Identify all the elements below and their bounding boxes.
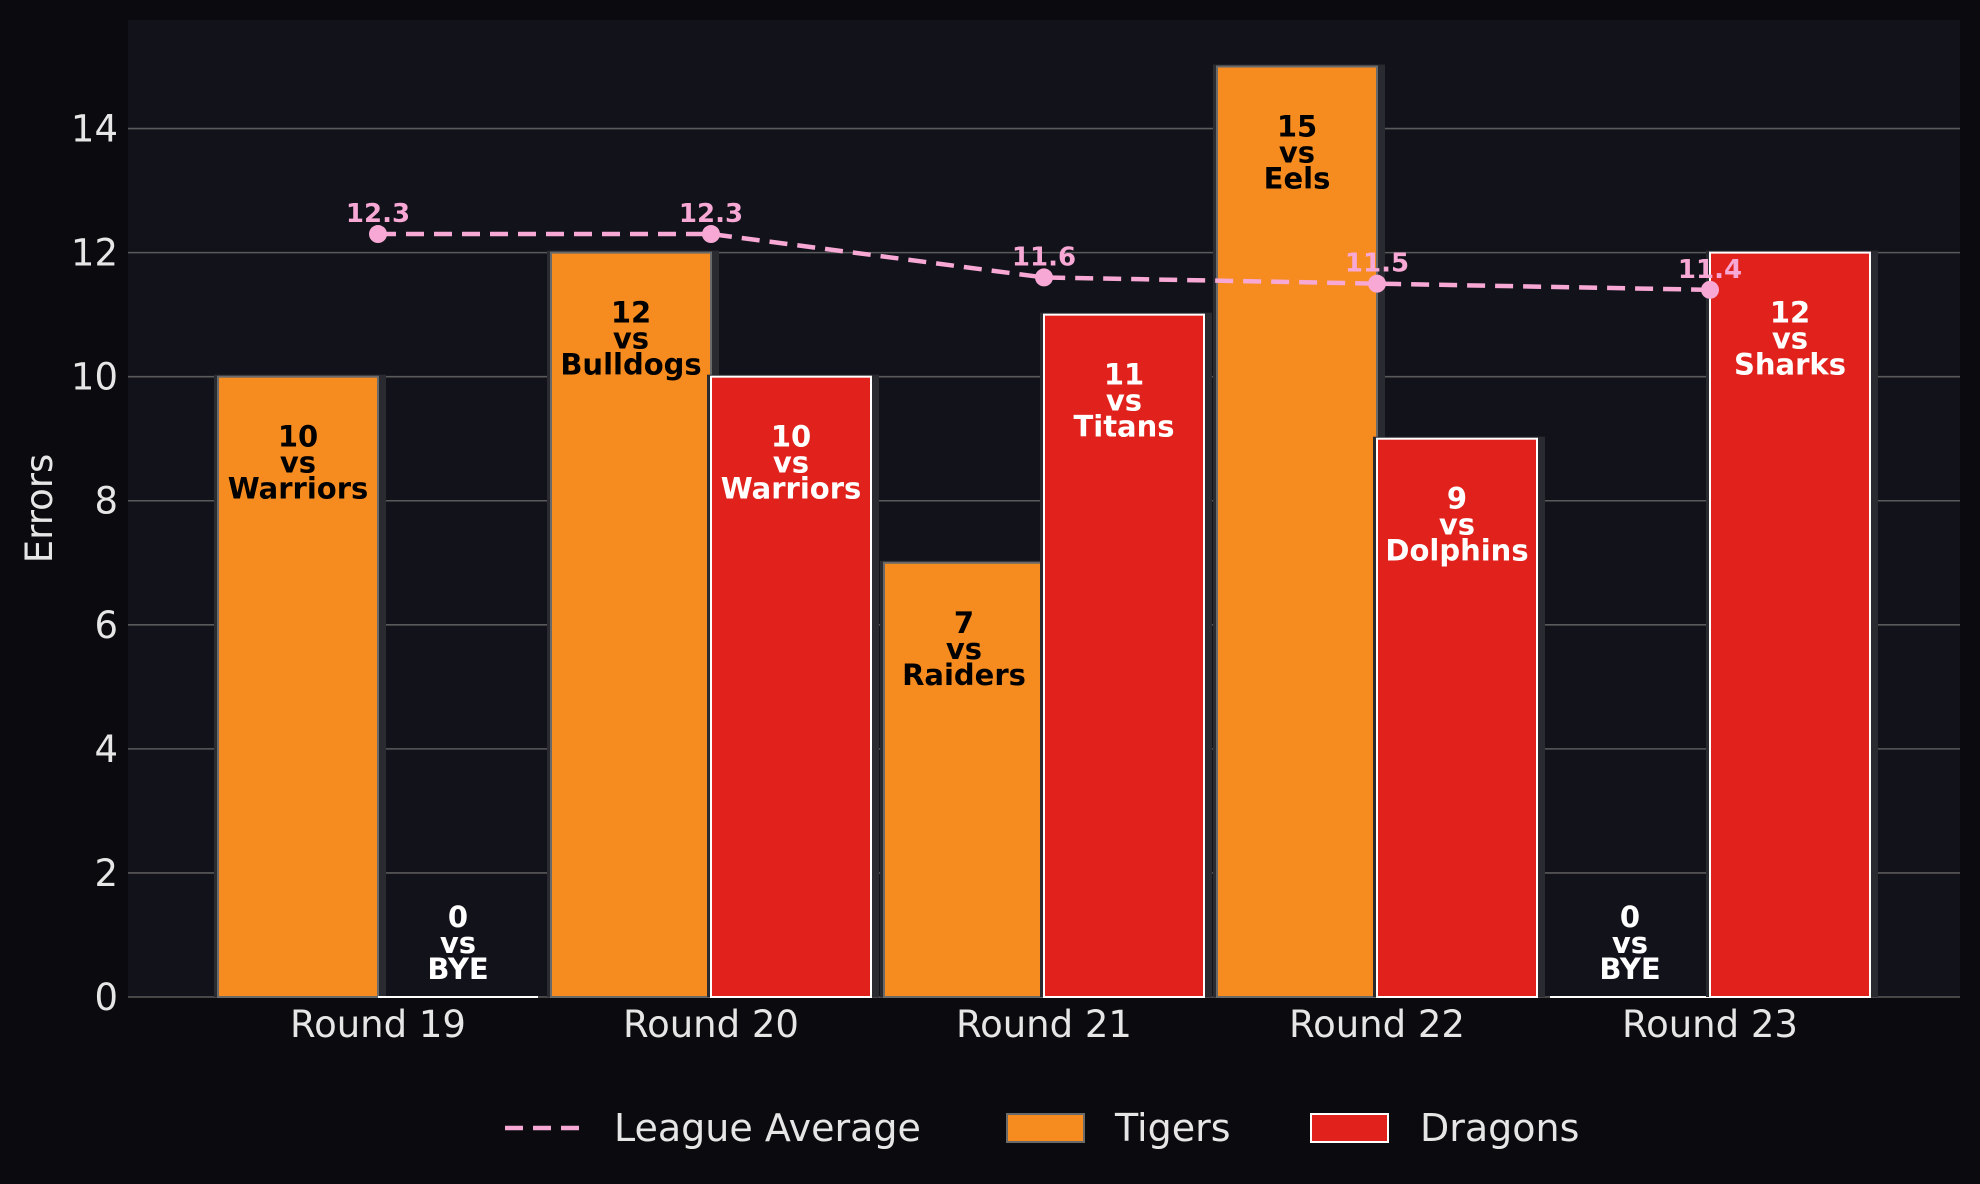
bar-opponent-label: Titans — [1073, 410, 1174, 444]
series-tigers: 10vsWarriors12vsBulldogs7vsRaiders15vsEe… — [214, 64, 1710, 999]
bar-vs-label: vs — [1106, 384, 1142, 418]
x-tick-label: Round 23 — [1622, 1003, 1798, 1046]
y-axis-title: Errors — [18, 454, 61, 563]
bar-vs-label: vs — [946, 632, 982, 666]
bar-opponent-label: BYE — [1599, 952, 1660, 986]
league-average-label: 11.4 — [1678, 255, 1742, 285]
y-tick-label: 6 — [94, 604, 118, 647]
bar-opponent-label: Bulldogs — [560, 348, 701, 382]
bar-value-label: 12 — [1770, 296, 1810, 330]
y-tick-label: 4 — [94, 728, 118, 771]
x-tick-label: Round 21 — [956, 1003, 1132, 1046]
league-average-label: 11.5 — [1345, 249, 1409, 279]
bar-tigers — [883, 561, 1045, 998]
bar-opponent-label: Warriors — [721, 472, 862, 506]
bar-value-label: 10 — [771, 420, 811, 454]
y-tick-label: 2 — [94, 852, 118, 895]
x-tick-label: Round 22 — [1289, 1003, 1465, 1046]
bar-tigers — [1216, 65, 1378, 999]
series-league-average: 12.3 12.3 11.6 11.5 11.4 — [346, 199, 1742, 299]
bar-opponent-label: Warriors — [228, 472, 369, 506]
bar-opponent-label: Raiders — [902, 658, 1026, 692]
legend-label-dragons: Dragons — [1420, 1106, 1579, 1150]
bar-vs-label: vs — [1612, 926, 1648, 960]
bar-opponent-label: Dolphins — [1385, 534, 1528, 568]
y-tick-label: 0 — [94, 976, 118, 1019]
y-tick-label: 12 — [71, 232, 118, 275]
league-average-label: 12.3 — [346, 199, 410, 229]
bar-value-label: 12 — [611, 296, 651, 330]
legend: League Average Tigers Dragons — [505, 1106, 1579, 1150]
bar-vs-label: vs — [1439, 508, 1475, 542]
bar-value-label: 0 — [448, 900, 468, 934]
bar-vs-label: vs — [613, 322, 649, 356]
bar-value-label: 11 — [1104, 358, 1144, 392]
bar-opponent-label: Sharks — [1734, 348, 1846, 382]
league-average-point — [1368, 274, 1386, 293]
y-tick-label: 8 — [94, 480, 118, 523]
bar-value-label: 9 — [1447, 482, 1467, 516]
legend-swatch-tigers — [1006, 1113, 1085, 1143]
bar-dragons — [1709, 251, 1871, 999]
league-average-point — [1035, 268, 1053, 287]
bar-vs-label: vs — [440, 926, 476, 960]
bar-tigers — [217, 375, 379, 998]
y-tick-label: 14 — [71, 108, 118, 151]
league-average-point — [1701, 280, 1719, 299]
bar-opponent-label: BYE — [427, 952, 488, 986]
legend-label-tigers: Tigers — [1114, 1106, 1231, 1150]
legend-swatch-dragons — [1310, 1113, 1389, 1143]
bar-dragons — [710, 375, 872, 998]
league-average-point — [702, 225, 720, 244]
series-dragons: 0vsBYE10vsWarriors11vsTitans9vsDolphins1… — [378, 250, 1878, 999]
bar-value-label: 7 — [954, 606, 974, 640]
bar-vs-label: vs — [1279, 136, 1315, 170]
x-tick-label: Round 20 — [623, 1003, 799, 1046]
bar-dragons — [1376, 437, 1538, 998]
league-average-label: 12.3 — [679, 199, 743, 229]
bar-value-label: 15 — [1277, 110, 1317, 144]
bar-opponent-label: Eels — [1264, 162, 1331, 196]
league-average-label: 11.6 — [1012, 242, 1076, 272]
x-tick-label: Round 19 — [290, 1003, 466, 1046]
bar-value-label: 0 — [1620, 900, 1640, 934]
bar-value-label: 10 — [278, 420, 318, 454]
bar-vs-label: vs — [773, 446, 809, 480]
legend-label-league-average: League Average — [614, 1106, 921, 1150]
bar-dragons — [1043, 313, 1205, 998]
bar-vs-label: vs — [280, 446, 316, 480]
bar-tigers — [550, 251, 712, 999]
league-average-point — [369, 225, 387, 244]
y-tick-label: 10 — [71, 356, 118, 399]
bar-vs-label: vs — [1772, 322, 1808, 356]
